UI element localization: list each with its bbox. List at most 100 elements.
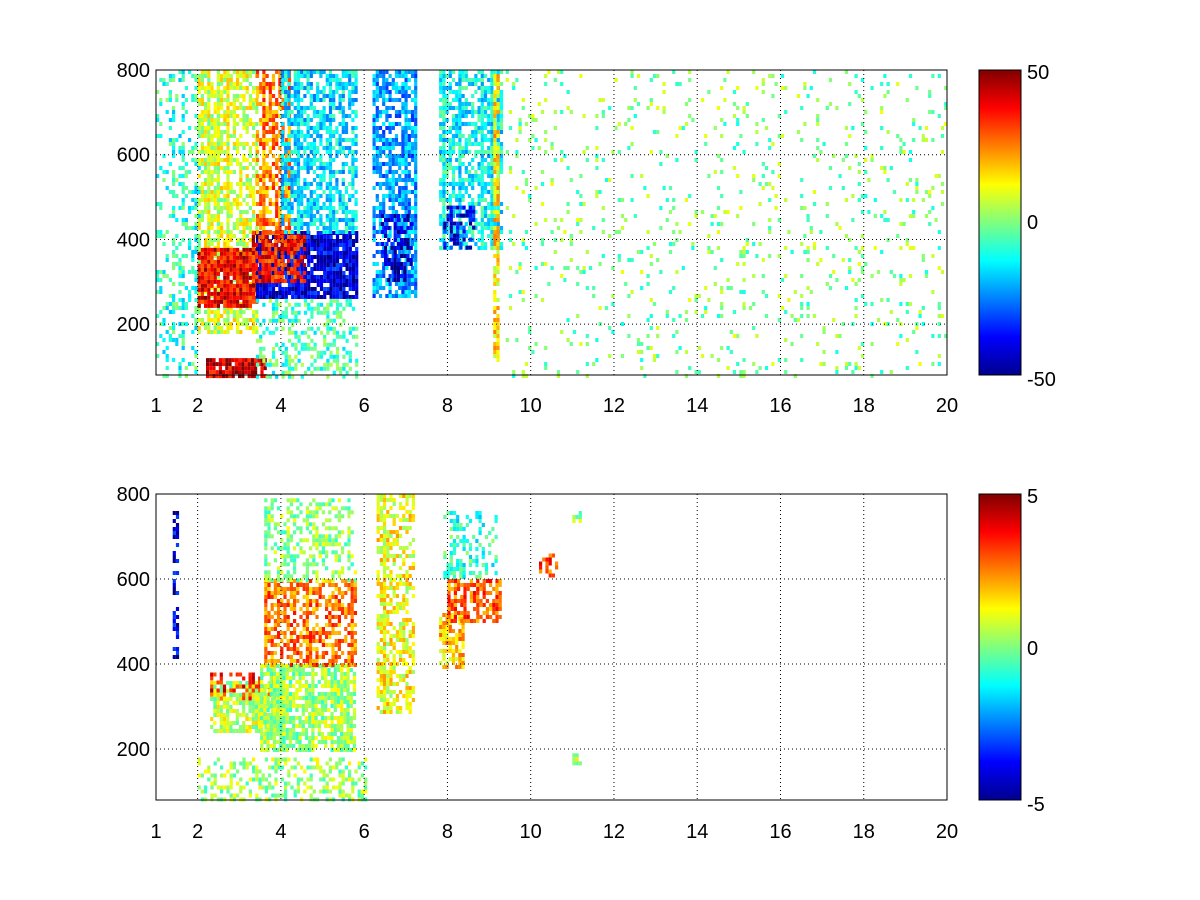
heatmap-cell (210, 247, 214, 252)
heatmap-cell (328, 194, 333, 198)
heatmap-cell (296, 146, 301, 150)
heatmap-cell (245, 279, 249, 284)
heatmap-cell (280, 206, 285, 210)
heatmap-cell (268, 202, 272, 206)
heatmap-cell (404, 98, 408, 102)
heatmap-cell (220, 102, 224, 106)
heatmap-cell (372, 98, 376, 102)
heatmap-cell (234, 366, 238, 371)
heatmap-cell (335, 243, 340, 247)
heatmap-cell (398, 194, 402, 198)
heatmap-cell (222, 374, 226, 379)
heatmap-cell (159, 290, 163, 294)
heatmap-cell (226, 158, 230, 162)
heatmap-cell (404, 106, 408, 110)
heatmap-cell (524, 230, 529, 234)
heatmap-cell (252, 330, 256, 334)
heatmap-cell (480, 242, 484, 246)
heatmap-cell (351, 222, 355, 226)
heatmap-cell (296, 82, 301, 86)
heatmap-cell (287, 126, 292, 130)
heatmap-cell (271, 275, 275, 279)
heatmap-cell (261, 263, 265, 267)
heatmap-cell (168, 334, 172, 338)
heatmap-cell (191, 330, 195, 334)
heatmap-cell (277, 259, 281, 263)
heatmap-cell (387, 262, 391, 266)
heatmap-cell (245, 299, 249, 304)
heatmap-cell (248, 146, 252, 150)
heatmap-cell (528, 346, 532, 350)
heatmap-cell (595, 190, 599, 194)
heatmap-cell (595, 158, 599, 162)
heatmap-cell (207, 230, 211, 234)
heatmap-cell (271, 259, 275, 263)
heatmap-cell (296, 126, 301, 130)
heatmap-cell (345, 251, 349, 255)
heatmap-cell (271, 74, 276, 78)
heatmap-cell (496, 102, 500, 106)
heatmap-cell (262, 218, 266, 222)
heatmap-cell (306, 90, 310, 94)
heatmap-cell (385, 142, 389, 146)
heatmap-cell (307, 318, 311, 323)
heatmap-cell (540, 182, 545, 186)
heatmap-cell (259, 291, 263, 295)
heatmap-cell (335, 82, 339, 86)
heatmap-cell (254, 370, 258, 375)
heatmap-cell (226, 134, 230, 138)
heatmap-cell (396, 242, 400, 246)
heatmap-cell (207, 310, 211, 314)
heatmap-cell (271, 114, 276, 118)
heatmap-cell (396, 246, 400, 250)
heatmap-cell (236, 314, 240, 318)
heatmap-cell (468, 245, 473, 250)
heatmap-cell (213, 106, 217, 110)
heatmap-cell (252, 70, 256, 74)
heatmap-cell (348, 106, 352, 110)
heatmap-cell (232, 255, 236, 260)
heatmap-cell (216, 154, 220, 158)
heatmap-cell (293, 122, 297, 126)
heatmap-cell (277, 235, 281, 239)
heatmap-cell (255, 354, 260, 359)
heatmap-cell (449, 233, 453, 238)
heatmap-cell (232, 275, 236, 280)
heatmap-cell (409, 258, 413, 262)
heatmap-cell (242, 78, 246, 82)
heatmap-cell (226, 287, 230, 292)
heatmap-cell (407, 142, 411, 146)
heatmap-cell (496, 218, 500, 222)
heatmap-cell (250, 366, 254, 371)
heatmap-cell (229, 114, 233, 118)
heatmap-cell (328, 94, 333, 98)
heatmap-cell (382, 262, 386, 266)
heatmap-cell (319, 194, 323, 198)
heatmap-cell (280, 174, 285, 178)
heatmap-cell (200, 142, 204, 146)
heatmap-cell (614, 78, 618, 82)
heatmap-cell (329, 275, 333, 279)
heatmap-cell (172, 310, 176, 314)
heatmap-cell (296, 226, 301, 230)
heatmap-cell (563, 278, 567, 282)
heatmap-cell (313, 306, 317, 311)
heatmap-cell (223, 98, 227, 102)
heatmap-cell (474, 142, 478, 146)
heatmap-cell (175, 262, 179, 266)
heatmap-cell (250, 370, 254, 375)
heatmap-cell (490, 82, 494, 86)
heatmap-cell (306, 206, 310, 210)
heatmap-cell (348, 271, 352, 275)
heatmap-cell (483, 94, 488, 98)
heatmap-cell (213, 198, 217, 202)
heatmap-cell (480, 78, 484, 82)
heatmap-cell (388, 214, 392, 218)
heatmap-cell (191, 190, 195, 194)
heatmap-cell (442, 202, 446, 206)
heatmap-cell (200, 299, 204, 304)
heatmap-cell (396, 266, 400, 270)
heatmap-cell (281, 287, 285, 291)
heatmap-cell (181, 314, 185, 318)
heatmap-cell (207, 190, 211, 194)
